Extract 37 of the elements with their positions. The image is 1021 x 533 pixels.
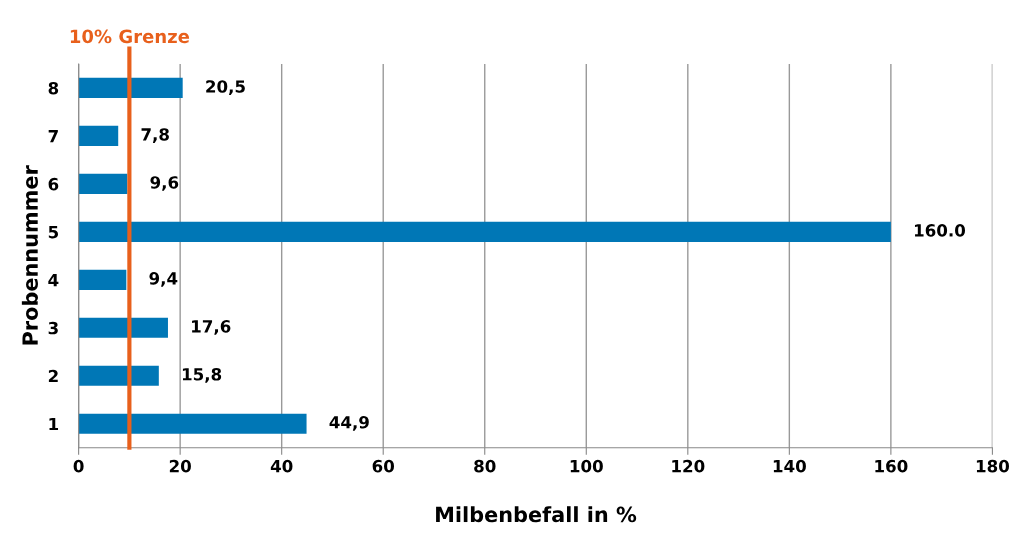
bar: [78, 173, 128, 194]
bar: [78, 221, 891, 242]
data-label: 9,4: [149, 272, 178, 287]
bar: [78, 317, 168, 338]
y-tick-label: 4: [48, 274, 59, 287]
x-tick-label: 0: [73, 459, 84, 473]
ref-line-label: 10% Grenze: [70, 29, 190, 44]
y-tick-label: 3: [48, 321, 58, 335]
x-tick-label: 140: [773, 459, 806, 473]
x-tick-label: 180: [976, 459, 1010, 473]
x-tick-label: 160: [875, 459, 908, 473]
x-tick-label: 20: [169, 459, 191, 473]
bar: [78, 365, 159, 386]
x-axis-title: Milbenbefall in %: [436, 506, 637, 523]
data-label: 160.0: [914, 224, 966, 237]
data-label: 17,6: [192, 320, 231, 335]
data-label: 20,5: [206, 80, 245, 95]
y-tick-label: 2: [48, 369, 58, 383]
y-tick-label: 1: [49, 417, 59, 431]
y-tick-label: 6: [48, 177, 59, 191]
bar: [78, 413, 307, 434]
x-tick-label: 120: [672, 459, 705, 473]
x-tick-label: 40: [270, 459, 293, 473]
y-tick-label: 5: [48, 226, 59, 239]
y-tick-label: 7: [48, 130, 58, 143]
x-tick-label: 100: [570, 459, 603, 473]
data-label: 9,6: [150, 176, 179, 191]
y-axis-title: Probennummer: [21, 165, 38, 345]
data-label: 7,8: [141, 128, 169, 143]
x-tick-label: 80: [474, 459, 496, 473]
data-label: 15,8: [182, 367, 222, 383]
bar: [78, 125, 119, 146]
data-label: 44,9: [329, 415, 369, 431]
x-tick-label: 60: [372, 459, 395, 473]
bar: [78, 77, 183, 99]
bar: [78, 269, 127, 290]
y-tick-label: 8: [48, 81, 59, 95]
